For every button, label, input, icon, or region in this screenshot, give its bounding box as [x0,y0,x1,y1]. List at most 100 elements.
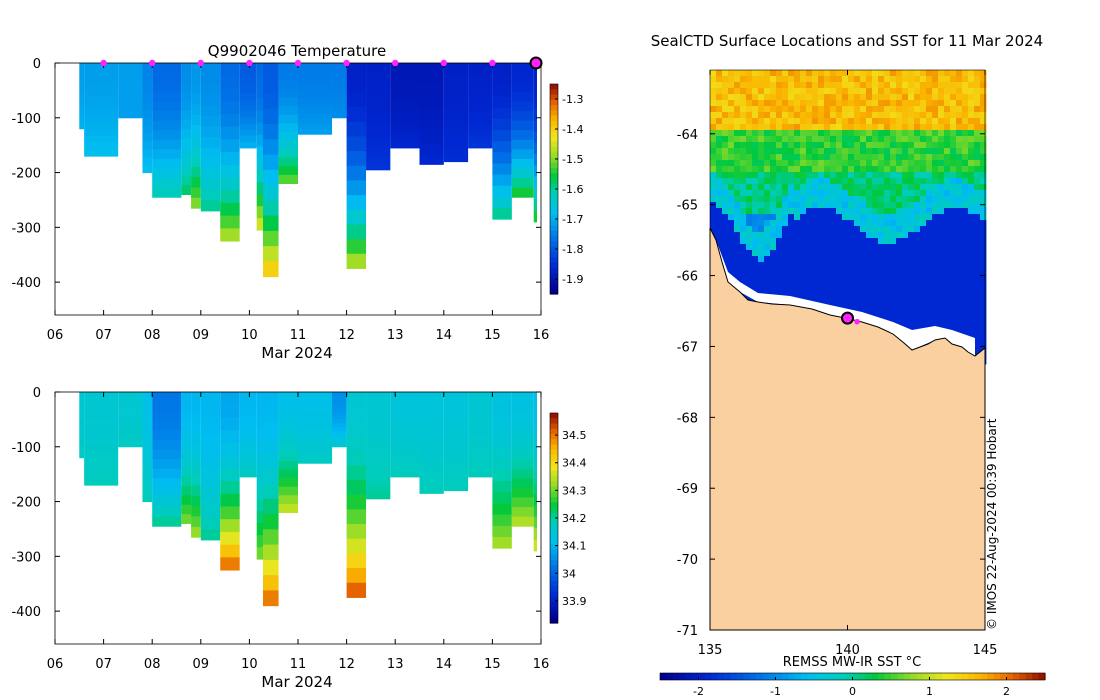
colorbar-tick-label: 34 [562,567,576,580]
sst-colorbar-segment [955,673,963,680]
lon-tick-label: 140 [835,643,860,658]
x-tick-label: 14 [436,328,453,343]
x-tick-label: 07 [95,328,112,343]
profile-column [419,63,444,165]
colorbar-segment [550,189,558,195]
x-tick-label: 13 [387,328,404,343]
temperature-x-label: Mar 2024 [261,344,332,362]
map-longitude-ticks: 135 140 145 [698,70,998,658]
colorbar-segment [550,544,558,551]
colorbar-segment [550,283,558,290]
profile-column [256,63,264,231]
sst-colorbar-segment [891,673,899,680]
sst-colorbar-segment [1032,673,1040,680]
surfacing-marker [197,59,204,67]
temperature-title: Q9902046 Temperature [208,42,386,60]
colorbar-segment [550,497,558,503]
seal-current-location [841,311,854,325]
colorbar-segment [550,528,558,535]
sst-colorbar-segment [743,673,751,680]
colorbar-segment [550,136,558,143]
sst-colorbar-tick-label: 2 [1003,685,1010,698]
x-tick-label: 11 [290,657,307,672]
sst-map-panel: SealCTD Surface Locations and SST for 11… [651,32,1046,698]
salinity-panel: 0 -100 -200 -300 -400 06 07 08 09 10 11 12 13 14 15 16… [11,386,586,691]
colorbar-tick-label: 34.5 [562,429,587,442]
profile-column [84,392,119,486]
surfacing-marker [149,59,156,67]
colorbar-segment [550,491,558,498]
salinity-colorbar-ticks: 34.5 34.4 34.3 34.2 34.1 34 33.9 [555,429,587,608]
colorbar-segment [550,173,558,180]
profile-column [511,63,534,198]
sst-colorbar-segment [1038,673,1046,680]
sst-colorbar-ticks: -2 -1 0 1 2 [693,677,1010,698]
salinity-x-ticks: 06 07 08 09 10 11 12 13 14 15 16 [47,392,549,672]
sst-colorbar-segment [935,673,943,680]
colorbar-segment [550,131,558,138]
x-tick-label: 14 [436,657,453,672]
colorbar-segment [550,178,558,185]
profile-column [181,392,192,524]
x-tick-label: 10 [241,328,258,343]
x-tick-label: 12 [338,657,355,672]
sst-colorbar-segment [852,673,860,680]
profile-column [142,392,153,503]
colorbar-segment [550,554,558,561]
colorbar-segment [550,157,558,164]
colorbar-segment [550,273,558,279]
y-tick-label: 0 [33,386,41,401]
profile-column [346,63,367,269]
sst-colorbar-segment [884,673,892,680]
sst-colorbar-segment [1025,673,1033,680]
lat-tick-label: -65 [677,199,698,214]
temperature-x-ticks: 06 07 08 09 10 11 12 13 14 15 16 [47,63,549,343]
colorbar-segment [550,617,558,624]
colorbar-segment [550,278,558,285]
x-tick-label: 06 [47,328,64,343]
profile-column [492,63,512,220]
lon-tick-label: 145 [973,643,998,658]
colorbar-segment [550,539,558,545]
profile-column [152,63,182,198]
y-tick-label: -200 [11,496,41,511]
sst-colorbar-segment [801,673,809,680]
sst-colorbar-segment [987,673,995,680]
colorbar-segment [550,586,558,593]
temperature-y-ticks: 0 -100 -200 -300 -400 [11,57,541,291]
colorbar-segment [550,560,558,566]
x-tick-label: 12 [338,328,355,343]
sst-colorbar-segment [672,673,680,680]
sst-colorbar-segment [858,673,866,680]
y-tick-label: -400 [11,276,41,291]
seal-surface-points [841,311,860,325]
colorbar-segment [550,99,558,106]
sst-colorbar-segment [948,673,956,680]
sst-colorbar-segment [814,673,822,680]
coastal-gap [716,240,975,356]
colorbar-segment [550,84,558,90]
colorbar-segment [550,194,558,201]
lat-tick-label: -68 [677,411,698,426]
x-tick-label: 15 [484,328,501,343]
colorbar-segment [550,591,558,598]
surfacing-marker [343,59,350,67]
surfacing-marker [392,59,399,67]
profile-column [366,392,391,500]
sst-colorbar-segment [865,673,873,680]
y-tick-label: 0 [33,57,41,72]
colorbar-segment [550,602,558,608]
lat-tick-label: -66 [677,270,698,285]
colorbar-segment [550,507,558,514]
colorbar-segment [550,460,558,467]
sst-colorbar-segment [679,673,687,680]
sst-colorbar-segment [711,673,719,680]
surfacing-marker [294,59,302,67]
profile-column [390,63,420,149]
colorbar-segment [550,231,558,237]
sst-colorbar-segment [833,673,841,680]
antarctic-land [709,227,986,631]
profile-column [200,392,221,541]
colorbar-segment [550,444,558,451]
